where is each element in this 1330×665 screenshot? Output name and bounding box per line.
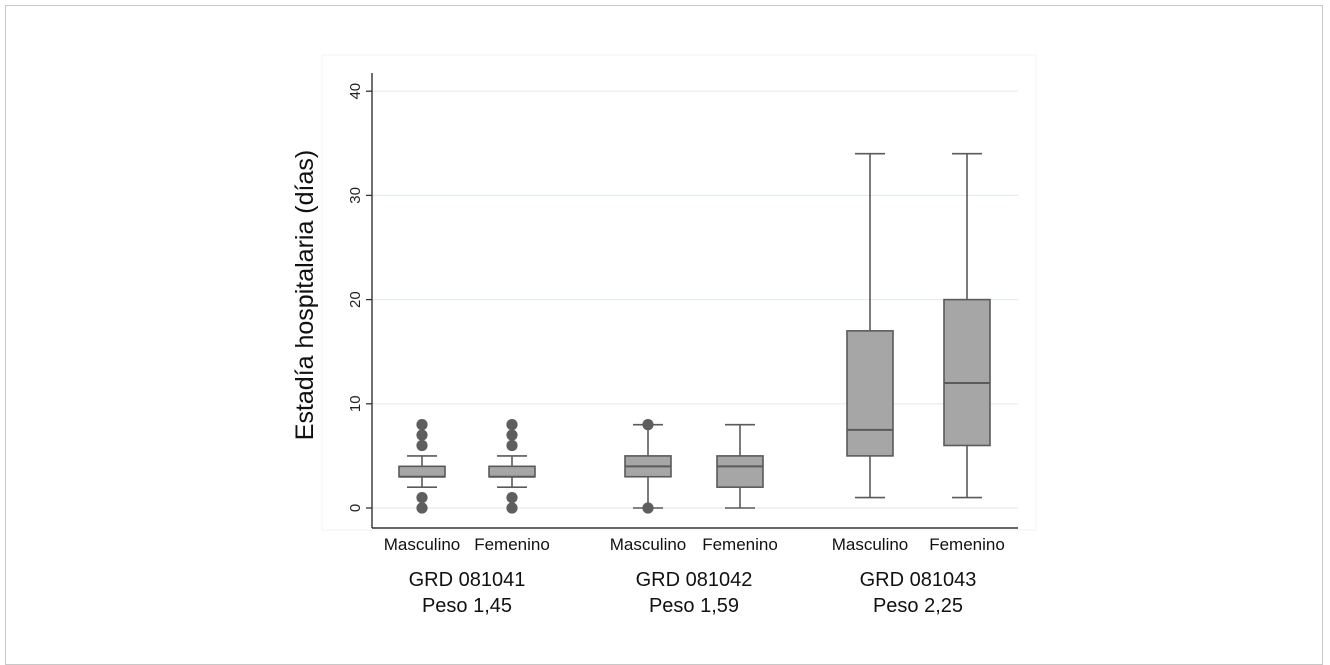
grid-layer: [372, 90, 1018, 509]
box-g1-femenino: [488, 465, 536, 478]
box-g1-masculino: [398, 465, 446, 478]
outlier-g1-femenino-0: [506, 502, 518, 514]
outlier-g1-masculino-1: [416, 491, 428, 504]
y-tick-label-30: 30: [347, 187, 364, 204]
axis-layer: 0 10 20 30 40: [347, 73, 1018, 529]
outlier-g2-masculino-0: [642, 502, 654, 514]
category-label-g3-masculino: Masculino: [832, 535, 909, 554]
outlier-g2-masculino-8: [642, 419, 654, 431]
category-label-g1-femenino: Femenino: [474, 535, 550, 554]
outlier-g1-femenino-1: [506, 491, 518, 504]
category-label-g2-masculino: Masculino: [610, 535, 687, 554]
outlier-g1-masculino-7: [416, 429, 428, 441]
y-tick-label-40: 40: [347, 83, 364, 100]
label-layer: Masculino Femenino GRD 081041 Peso 1,45 Masc…: [384, 535, 1005, 617]
group-label-3: GRD 081043: [860, 569, 977, 591]
group-sublabel-3: Peso 2,25: [873, 595, 963, 617]
category-label-g1-masculino: Masculino: [384, 535, 461, 554]
outlier-g1-masculino-6: [416, 439, 428, 452]
group-sublabel-2: Peso 1,59: [649, 595, 739, 617]
category-label-g3-femenino: Femenino: [929, 535, 1005, 554]
y-tick-label-0: 0: [347, 504, 364, 512]
group-label-1: GRD 081041: [409, 569, 526, 591]
plot-background: [321, 54, 1037, 531]
y-tick-label-10: 10: [347, 395, 364, 412]
group-sublabel-1: Peso 1,45: [422, 595, 512, 617]
box-g3-femenino: [943, 298, 991, 447]
outlier-g1-femenino-7: [506, 429, 518, 441]
box-layer: [398, 152, 991, 514]
y-tick-label-20: 20: [347, 291, 364, 308]
outlier-g1-masculino-0: [416, 502, 428, 514]
category-label-g2-femenino: Femenino: [702, 535, 778, 554]
outlier-g1-masculino-8: [416, 419, 428, 431]
outlier-g1-femenino-6: [506, 439, 518, 452]
box-g2-femenino: [716, 455, 764, 488]
outlier-g1-femenino-8: [506, 419, 518, 431]
y-axis-label: Estadía hospitalaria (días): [291, 150, 319, 440]
box-g3-masculino: [846, 330, 894, 457]
group-label-2: GRD 081042: [636, 569, 753, 591]
